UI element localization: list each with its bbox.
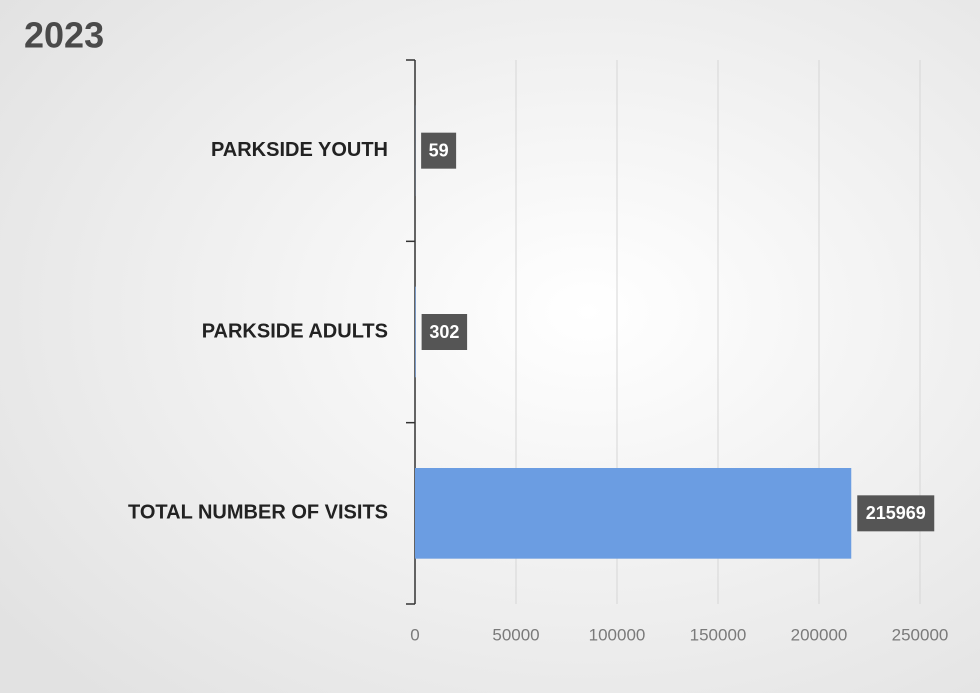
y-tick-label: PARKSIDE ADULTS — [202, 320, 388, 342]
bar — [415, 468, 852, 559]
x-tick-label: 250000 — [892, 625, 949, 644]
data-label: 302 — [429, 322, 459, 342]
data-label-box — [857, 495, 935, 532]
x-tick-label: 200000 — [791, 625, 848, 644]
data-label: 215969 — [866, 503, 926, 523]
y-tick-label: PARKSIDE YOUTH — [211, 139, 388, 161]
data-label: 59 — [429, 140, 449, 160]
x-tick-label: 150000 — [690, 625, 747, 644]
chart-title: 2023 — [24, 15, 104, 56]
x-tick-label: 50000 — [492, 625, 539, 644]
bar — [415, 286, 416, 378]
x-tick-label: 100000 — [589, 625, 646, 644]
x-tick-label: 0 — [410, 625, 419, 644]
data-label-box — [421, 132, 457, 169]
y-tick-label: TOTAL NUMBER OF VISITS — [128, 502, 388, 524]
data-label-box — [421, 314, 468, 350]
